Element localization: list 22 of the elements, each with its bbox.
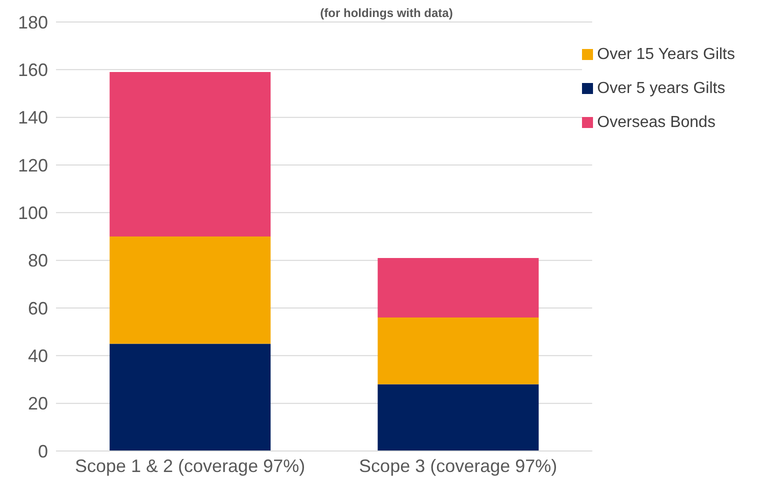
y-tick-label: 120 bbox=[18, 155, 48, 176]
y-tick-label: 0 bbox=[38, 441, 48, 462]
bar bbox=[110, 236, 271, 344]
bar bbox=[110, 344, 271, 451]
x-tick-label: Scope 1 & 2 (coverage 97%) bbox=[74, 456, 306, 476]
legend-label: Over 15 Years Gilts bbox=[597, 46, 735, 63]
y-tick-label: 140 bbox=[18, 108, 48, 128]
bar bbox=[378, 384, 539, 451]
y-tick-label: 160 bbox=[18, 60, 48, 80]
y-tick-label: 60 bbox=[28, 298, 48, 318]
bar bbox=[378, 258, 539, 318]
chart-subtitle: (for holdings with data) bbox=[320, 6, 453, 20]
legend-label: Overseas Bonds bbox=[597, 114, 716, 131]
x-tick-label: Scope 3 (coverage 97%) bbox=[359, 456, 558, 476]
y-tick-label: 80 bbox=[28, 250, 48, 271]
bar bbox=[110, 72, 271, 236]
legend-label: Over 5 years Gilts bbox=[597, 80, 726, 97]
y-tick-label: 180 bbox=[18, 12, 48, 32]
y-tick-label: 100 bbox=[18, 203, 48, 224]
y-tick-label: 40 bbox=[28, 346, 48, 366]
bar bbox=[378, 318, 539, 384]
y-tick-label: 20 bbox=[28, 394, 48, 414]
